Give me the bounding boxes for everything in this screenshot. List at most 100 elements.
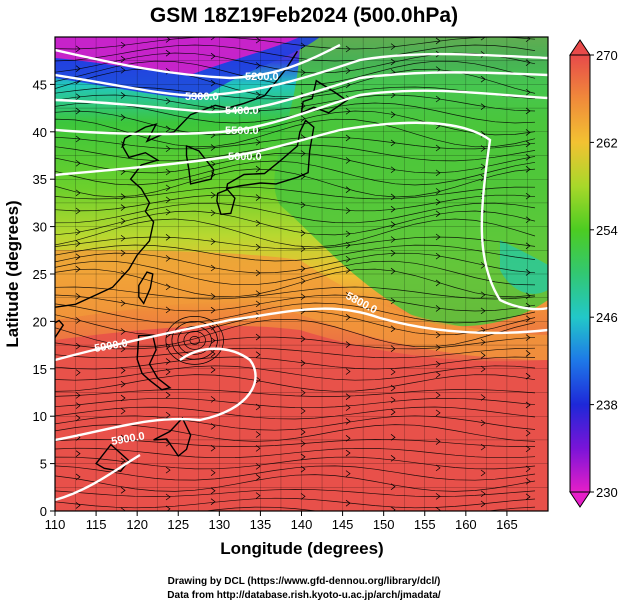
streamline-arrow [345,314,351,321]
streamline-arrow [390,345,396,352]
streamline-arrow [120,345,126,353]
x-tick-label: 145 [332,517,354,532]
streamline [55,456,536,470]
vortex-ring [165,316,224,365]
x-tick-label: 165 [496,517,518,532]
streamline [203,506,536,511]
streamline-arrow [390,368,396,376]
streamline [55,294,536,312]
streamline [55,186,536,200]
streamline-arrow [120,457,126,465]
streamline-arrow [435,438,441,445]
streamline-arrow [480,352,486,359]
streamline [55,439,536,447]
y-axis-ticks: 0 5 10 15 20 25 30 35 40 45 [33,77,55,519]
streamline-arrow [75,253,81,261]
streamline-arrow [525,129,531,136]
streamline-arrow [345,341,351,348]
streamline-arrow [525,465,531,473]
streamline-arrow [480,500,486,508]
streamline [55,302,536,324]
streamline-arrow [525,59,531,66]
streamline-arrow [300,293,306,301]
streamline-arrow [255,138,261,146]
streamline-arrow [120,41,126,49]
streamline-arrow [390,249,396,257]
streamline-arrow [435,233,441,241]
streamline-arrow [165,466,171,474]
colorbar-bottom-arrow [569,491,591,508]
streamline-arrow [165,208,171,216]
streamline-arrow [345,230,351,238]
streamline-arrow [165,184,171,192]
streamline-arrow [345,292,351,299]
streamline-arrow [255,165,261,173]
streamline-arrow [75,414,81,422]
height-contour [55,453,141,502]
streamline-arrow [120,249,126,257]
streamline-arrow [435,391,441,399]
streamline [55,406,536,420]
streamline [55,424,536,442]
streamline-arrow [255,91,261,99]
x-tick-label: 110 [45,517,66,532]
coastline [138,271,154,305]
streamline-arrow [75,107,81,115]
streamline-arrow [390,506,396,511]
streamline-arrow [165,49,171,57]
height-contour [55,121,548,311]
colorbar-tick-label: 262 [596,135,618,150]
streamline-arrow [435,331,441,339]
streamline-arrow [210,293,216,300]
streamline-arrow [120,380,126,388]
streamline-arrow [75,65,81,72]
y-tick-label: 15 [33,362,47,377]
streamline-arrow [165,168,171,176]
streamline [55,374,536,392]
streamline-arrow [345,499,351,507]
streamline-arrow [165,306,171,314]
streamline-arrow [255,290,261,297]
streamline-arrow [390,166,396,174]
streamline-arrow [525,166,531,173]
x-tick-label: 160 [455,517,477,532]
streamline-arrow [120,234,126,242]
streamline-arrow [480,307,486,315]
streamline-arrow [120,328,126,335]
streamline-arrow [120,434,126,442]
streamline-arrow [525,88,531,96]
streamline-arrow [525,140,531,148]
colorbar-tick-label: 246 [596,310,618,325]
plot-area [55,37,548,511]
streamline-arrow [210,264,216,272]
x-tick-label: 155 [414,517,436,532]
streamline-arrow [255,333,261,341]
streamline-arrow [255,445,261,452]
streamline-arrow [75,450,81,457]
contour-label-5500: 5500.0 [225,125,259,137]
coastline [216,188,236,216]
cyan-trough [500,240,548,294]
gridlines [55,37,548,511]
coastline [153,416,192,458]
streamline-arrow [435,464,441,472]
streamline-arrow [525,445,531,453]
streamline [55,194,536,212]
streamline-arrow [435,344,441,351]
streamline-arrow [300,407,306,415]
streamline-arrow [390,205,396,213]
colorbar-tick-label: 238 [596,398,618,413]
streamline-arrow [300,440,306,447]
streamline [55,236,536,250]
streamline-arrow [255,492,261,499]
colorbar-gradient [569,54,591,493]
streamline-arrow [435,409,441,417]
streamline-arrow [300,42,306,50]
contour-label-5400: 5400.0 [225,105,259,117]
streamline-arrow [165,411,171,419]
x-tick-label: 140 [291,517,313,532]
streamline-arrow [165,283,171,291]
magenta-north [55,37,300,75]
